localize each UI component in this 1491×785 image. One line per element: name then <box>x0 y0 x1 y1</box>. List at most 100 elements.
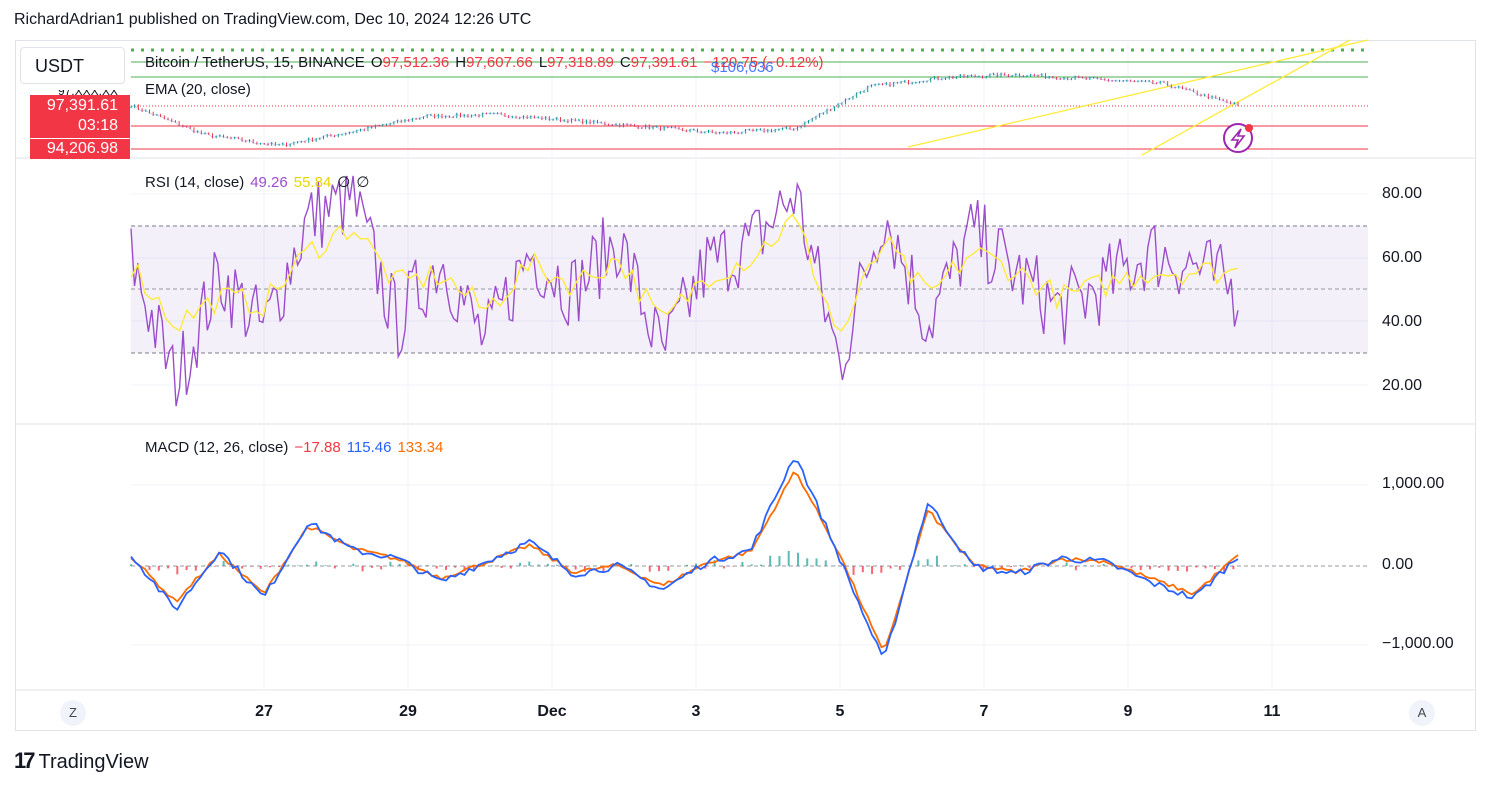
macd-histogram-bar <box>444 566 447 571</box>
macd-histogram-bar <box>667 566 670 571</box>
macd-histogram-bar <box>472 566 475 572</box>
macd-histogram-bar <box>806 558 809 566</box>
trendline-lower[interactable] <box>1141 39 1351 156</box>
timezone-button[interactable]: Z <box>60 700 86 726</box>
ema-line <box>130 73 1239 147</box>
price-series <box>130 72 1239 147</box>
macd-histogram-bar <box>250 566 253 567</box>
symbol-title[interactable]: Bitcoin / TetherUS, 15, BINANCE <box>145 54 365 71</box>
macd-histogram-bar <box>982 566 985 572</box>
macd-tick-minus-1000: −1,000.00 <box>1382 635 1454 652</box>
macd-legend: MACD (12, 26, close) −17.88 115.46 133.34 <box>145 439 449 456</box>
low-value: 97,318.89 <box>547 54 614 71</box>
trendline-upper[interactable] <box>907 39 1369 148</box>
tradingview-logo[interactable]: 17 TradingView <box>14 748 149 774</box>
macd-histogram-bar <box>398 563 401 566</box>
macd-histogram-bar <box>926 559 929 566</box>
macd-histogram-bar <box>963 564 966 566</box>
ema-legend[interactable]: EMA (20, close) <box>145 81 251 98</box>
macd-line <box>130 460 1239 656</box>
macd-tick-0: 0.00 <box>1382 556 1414 573</box>
main-legend: Bitcoin / TetherUS, 15, BINANCE O97,512.3… <box>145 54 830 71</box>
overlay-price-label: $106,036 <box>711 59 774 76</box>
current-price-value: 97,391.61 <box>46 97 118 114</box>
rsi-title[interactable]: RSI (14, close) <box>145 174 245 191</box>
macd-histogram-bar <box>1139 566 1142 570</box>
macd-histogram-bar <box>157 566 160 571</box>
high-label: H <box>455 54 467 71</box>
macd-histogram-bar <box>815 558 818 566</box>
macd-histogram-bar <box>1223 566 1226 574</box>
macd-histogram-bar <box>1074 566 1077 571</box>
macd-histogram-bar <box>1037 565 1040 566</box>
macd-histogram-bar <box>824 560 827 566</box>
macd-histogram-bar <box>324 565 327 566</box>
macd-histogram-bar <box>361 566 364 572</box>
macd-histogram-bar <box>1213 566 1216 570</box>
macd-histogram-bar <box>917 560 920 566</box>
macd-histogram-bar <box>500 566 503 568</box>
high-value: 97,607.66 <box>466 54 533 71</box>
macd-histogram-bar <box>602 566 605 572</box>
macd-value: 115.46 <box>346 439 392 456</box>
rsi-tick-20: 20.00 <box>1382 377 1423 394</box>
macd-histogram-bar <box>1176 566 1179 571</box>
date-tick: Dec <box>537 703 567 720</box>
open-label: O <box>370 54 383 71</box>
change-value: −120.75 (−0.12%) <box>703 54 824 71</box>
macd-histogram-bar <box>306 564 309 566</box>
macd-histogram-bar <box>880 566 883 573</box>
macd-histogram-bar <box>380 566 383 570</box>
macd-histogram-bar <box>658 566 661 572</box>
macd-histogram-bar <box>315 561 318 566</box>
macd-histogram-bar <box>435 566 438 569</box>
rsi-tick-60: 60.00 <box>1382 249 1423 266</box>
macd-title[interactable]: MACD (12, 26, close) <box>145 439 289 456</box>
macd-histogram-bar <box>222 560 225 566</box>
tv-logo-icon: 17 <box>14 748 36 773</box>
macd-histogram-bar <box>695 563 698 566</box>
rsi-tick-80: 80.00 <box>1382 185 1423 202</box>
macd-histogram-bar <box>1158 566 1161 568</box>
auto-scale-button[interactable]: A <box>1409 700 1435 726</box>
macd-histogram-bar <box>741 561 744 566</box>
date-tick: 29 <box>399 703 417 720</box>
macd-histogram-bar <box>593 565 596 566</box>
rsi-tick-40: 40.00 <box>1382 313 1423 330</box>
macd-histogram-bar <box>1130 566 1133 569</box>
macd-histogram-bar <box>176 566 179 575</box>
macd-histogram-bar <box>352 563 355 566</box>
macd-histogram-bar <box>945 565 948 566</box>
rsi-line <box>130 175 1239 407</box>
open-value: 97,512.36 <box>382 54 450 71</box>
macd-histogram-bar <box>1065 562 1068 566</box>
current-price-tag: 97,391.61 03:18 <box>30 95 130 138</box>
rsi-extra-2: ∅ <box>356 174 370 191</box>
macd-histogram-bar <box>278 566 281 568</box>
brand-name: TradingView <box>38 751 149 773</box>
close-value: 97,391.61 <box>630 54 698 71</box>
published-caption: RichardAdrian1 published on TradingView.… <box>14 11 532 28</box>
rsi-ma-value: 55.84 <box>293 174 332 191</box>
chart-frame <box>15 40 1476 731</box>
macd-histogram-bar <box>148 566 151 570</box>
macd-histogram-bar <box>370 566 373 568</box>
macd-histogram-bar <box>871 566 874 575</box>
macd-histogram-bar <box>630 563 633 566</box>
macd-histogram-bar <box>296 565 299 566</box>
rsi-extra-1: ∅ <box>337 174 351 191</box>
macd-histogram-value: −17.88 <box>294 439 341 456</box>
macd-series <box>130 460 1239 656</box>
flash-alert-icon[interactable] <box>1223 123 1253 153</box>
macd-histogram-bar <box>852 566 855 575</box>
date-tick: 9 <box>1123 703 1133 720</box>
macd-histogram-bar <box>426 565 429 566</box>
symbol-button[interactable]: USDT <box>20 47 125 84</box>
macd-histogram-bar <box>1084 565 1087 566</box>
macd-histogram-bar <box>1232 566 1235 570</box>
macd-histogram-bar <box>1019 565 1022 566</box>
bar-countdown: 03:18 <box>77 117 118 134</box>
macd-histogram-bar <box>991 565 994 566</box>
rsi-ma-line <box>130 213 1239 333</box>
